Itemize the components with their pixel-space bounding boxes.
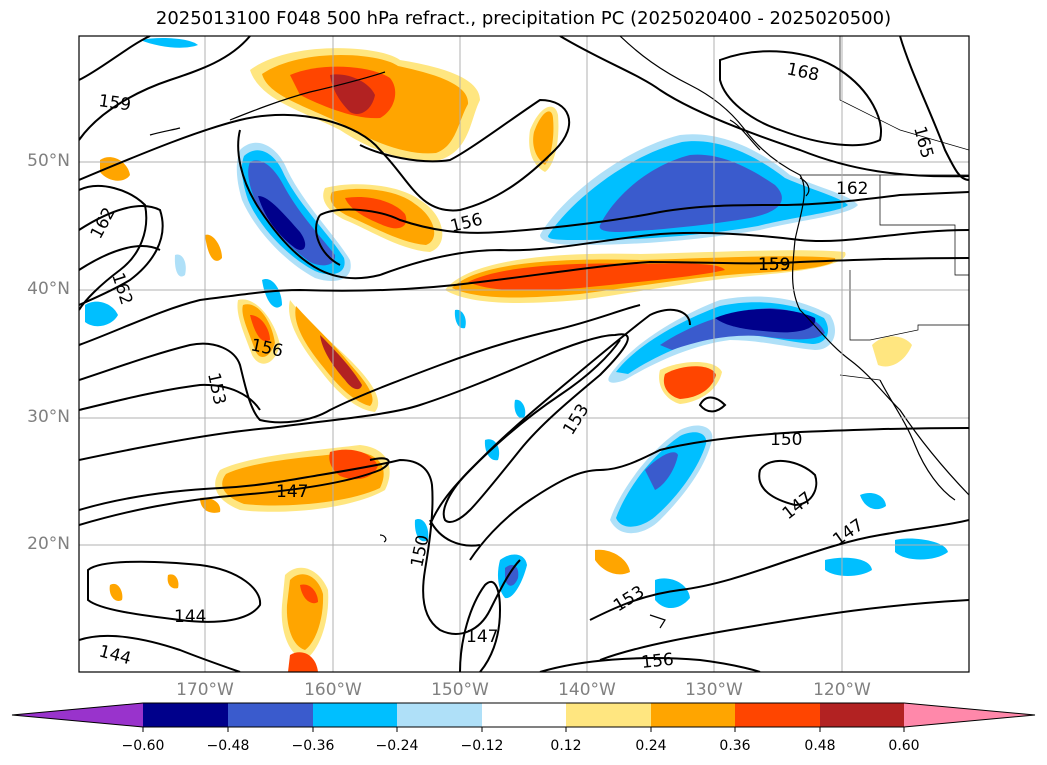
lon-label-170w: 170°W [176, 680, 234, 700]
colorbar-cell [482, 703, 566, 727]
colorbar-segments [12, 703, 1035, 727]
refractivity-contours [79, 36, 969, 672]
colorbar-cell [143, 703, 228, 727]
colorbar-tick-label: 0.48 [804, 738, 836, 754]
lat-label-50n: 50°N [27, 151, 70, 171]
colorbar-cell [820, 703, 904, 727]
colorbar-tick-label: 0.36 [719, 738, 751, 754]
colorbar-tick-label: 0.24 [635, 738, 667, 754]
colorbar-tick-label: −0.36 [291, 738, 335, 754]
lon-label-160w: 160°W [304, 680, 362, 700]
colorbar-under-extend [12, 703, 143, 727]
map-title: 2025013100 F048 500 hPa refract., precip… [155, 8, 892, 29]
contour-label: 144 [174, 607, 206, 627]
gridlines [79, 36, 969, 672]
map-panel: 168 165 162 159 159 162 162 156 156 159 … [78, 35, 970, 673]
colorbar-ticks [142, 727, 905, 732]
contour-label: 159 [758, 255, 790, 275]
colorbar-cell [397, 703, 482, 727]
lon-label-150w: 150°W [431, 680, 489, 700]
colorbar-cell [651, 703, 735, 727]
colorbar-cell [313, 703, 397, 727]
colorbar-tick-label: 0.60 [888, 738, 920, 754]
contour-label: 159 [758, 255, 790, 275]
lat-label-40n: 40°N [27, 279, 70, 299]
lon-label-120w: 120°W [813, 680, 871, 700]
colorbar-cell [735, 703, 820, 727]
lat-label-20n: 20°N [27, 534, 70, 554]
colorbar-outline [11, 702, 1036, 728]
colorbar-tick-label: −0.48 [206, 738, 250, 754]
contour-label: 162 [836, 179, 868, 199]
lat-label-30n: 30°N [27, 407, 70, 427]
contour-label: 156 [640, 650, 674, 673]
political-borders [800, 36, 969, 381]
contour-label: 147 [466, 627, 498, 647]
colorbar-cell [566, 703, 651, 727]
colorbar-over-extend [904, 703, 1035, 727]
lon-label-140w: 140°W [558, 680, 616, 700]
colorbar-tick-label: −0.12 [460, 738, 504, 754]
colorbar-tick-label: 0.12 [550, 738, 582, 754]
contour-label: 150 [770, 430, 802, 450]
colorbar-cell [228, 703, 313, 727]
colorbar-tick-label: −0.24 [375, 738, 419, 754]
lon-label-130w: 130°W [685, 680, 743, 700]
contour-label: 159 [97, 91, 132, 115]
map-frame [78, 35, 970, 673]
colorbar-tick-label: −0.60 [121, 738, 165, 754]
contour-label: 147 [276, 482, 308, 502]
